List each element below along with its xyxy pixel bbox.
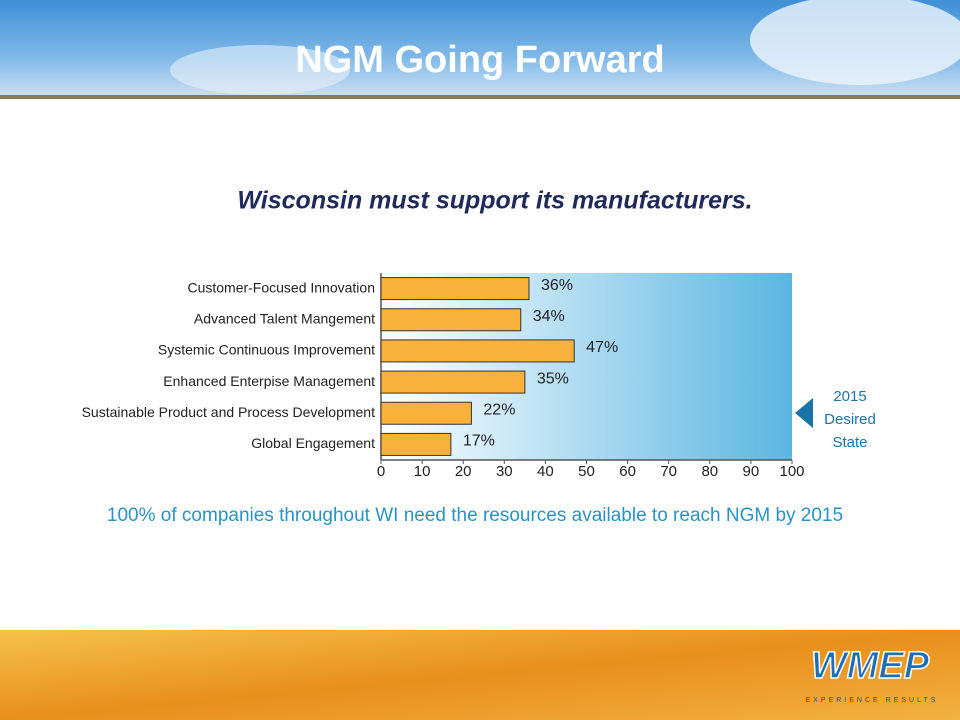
bar xyxy=(380,308,522,332)
x-tick-label: 90 xyxy=(743,463,760,480)
bar xyxy=(380,401,472,425)
x-tick-label: 40 xyxy=(537,463,554,480)
x-tick-label: 100 xyxy=(779,463,804,480)
y-tick-label: Systemic Continuous Improvement xyxy=(158,342,375,358)
logo-tagline: EXPERIENCE RESULTS xyxy=(806,697,939,704)
x-tick-label: 30 xyxy=(496,463,513,480)
slide-subtitle: Wisconsin must support its manufacturers… xyxy=(237,187,752,215)
x-tick-label: 50 xyxy=(578,463,595,480)
data-label: 17% xyxy=(463,433,495,450)
cloud xyxy=(170,45,350,95)
y-tick-label: Enhanced Enterpise Management xyxy=(163,373,375,389)
footer-band xyxy=(0,630,960,720)
x-tick-label: 0 xyxy=(377,463,385,480)
cloud xyxy=(750,0,960,85)
data-label: 34% xyxy=(533,308,565,325)
y-tick-label: Sustainable Product and Process Developm… xyxy=(82,404,376,420)
x-tick-label: 80 xyxy=(701,463,718,480)
bar xyxy=(380,370,526,394)
header-rule xyxy=(0,95,960,99)
bar xyxy=(380,277,530,301)
x-tick-label: 20 xyxy=(455,463,472,480)
data-label: 22% xyxy=(483,401,515,418)
y-tick-label: Global Engagement xyxy=(251,435,375,451)
plot-background xyxy=(381,273,792,460)
annotation: 2015 Desired State xyxy=(824,388,876,451)
footnote: 100% of companies throughout WI need the… xyxy=(107,505,843,526)
x-tick-label: 60 xyxy=(619,463,636,480)
bar xyxy=(380,432,452,456)
y-tick-label: Customer-Focused Innovation xyxy=(187,279,375,295)
annotation-arrow xyxy=(795,398,813,428)
x-tick-label: 10 xyxy=(414,463,431,480)
logo: WMEP xyxy=(811,645,930,687)
y-tick-label: Advanced Talent Mangement xyxy=(194,310,375,326)
data-label: 35% xyxy=(537,370,569,387)
data-label: 47% xyxy=(586,339,618,356)
x-tick-label: 70 xyxy=(660,463,677,480)
data-label: 36% xyxy=(541,277,573,294)
slide-title: NGM Going Forward xyxy=(295,39,664,81)
bar xyxy=(380,339,575,363)
